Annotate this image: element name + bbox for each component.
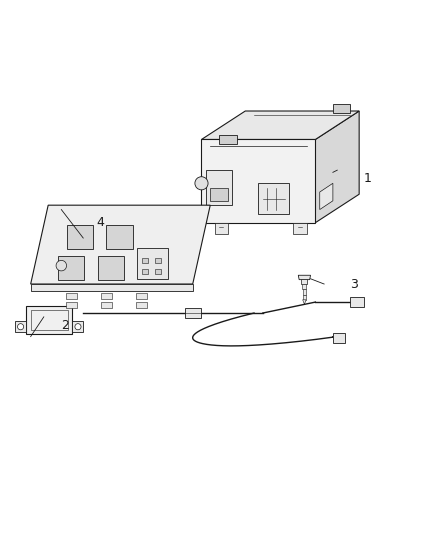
Polygon shape [302,284,307,289]
Polygon shape [201,111,359,140]
Polygon shape [258,183,289,214]
Polygon shape [26,306,72,334]
Polygon shape [298,275,311,280]
Polygon shape [142,269,148,274]
Polygon shape [333,104,350,113]
Polygon shape [101,302,112,308]
Polygon shape [72,321,83,332]
Polygon shape [210,188,228,201]
Polygon shape [303,289,306,295]
Polygon shape [215,223,228,233]
Polygon shape [66,302,77,308]
Polygon shape [293,223,307,233]
Polygon shape [185,308,201,318]
Polygon shape [303,300,306,304]
Polygon shape [67,225,93,249]
Polygon shape [315,111,359,223]
Polygon shape [15,321,26,332]
Text: 3: 3 [350,278,358,290]
Text: 2: 2 [61,319,69,332]
Polygon shape [136,302,147,308]
Polygon shape [155,258,162,263]
Polygon shape [206,170,232,205]
Polygon shape [219,135,237,144]
Polygon shape [333,333,345,343]
Text: 4: 4 [96,216,104,229]
Polygon shape [98,255,124,280]
Circle shape [56,260,67,271]
Polygon shape [301,279,307,284]
Polygon shape [101,293,112,300]
Polygon shape [31,284,193,290]
Polygon shape [201,140,315,223]
Polygon shape [31,205,210,284]
Polygon shape [320,183,333,209]
Polygon shape [136,293,147,300]
Circle shape [18,324,24,330]
Polygon shape [155,269,162,274]
Polygon shape [137,248,168,279]
Polygon shape [303,295,305,300]
Polygon shape [66,293,77,300]
Polygon shape [350,297,364,308]
Polygon shape [142,258,148,263]
Text: 1: 1 [364,172,371,185]
Polygon shape [58,255,85,280]
Polygon shape [106,225,133,249]
Circle shape [75,324,81,330]
Circle shape [195,177,208,190]
